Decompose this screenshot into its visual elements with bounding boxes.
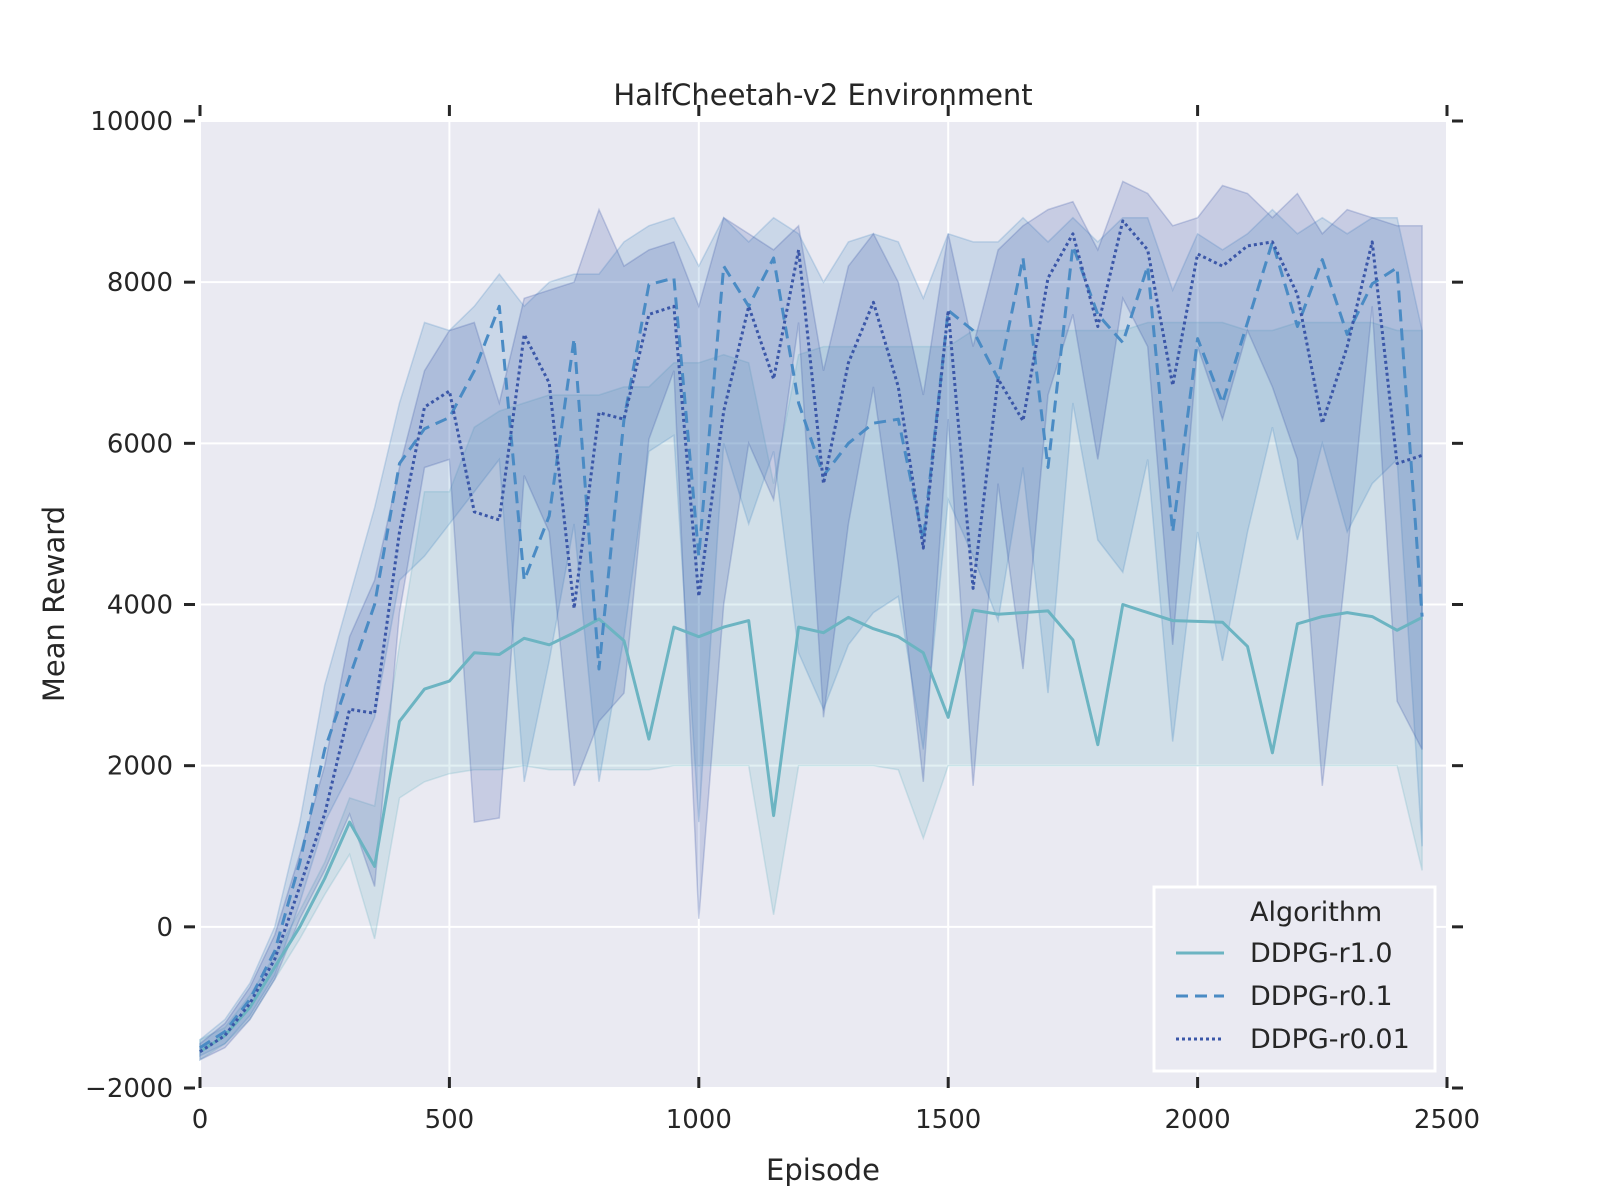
x-tick-label-3: 1500	[915, 1105, 981, 1135]
y-axis-label: Mean Reward	[37, 506, 71, 702]
series-lines	[199, 219, 1424, 1053]
y-tick-label-2: 2000	[107, 752, 173, 782]
y-tick-label-1: 0	[156, 913, 173, 943]
legend-label-DDPG-r0.1: DDPG-r0.1	[1250, 981, 1393, 1012]
band-DDPG-r0.1	[199, 208, 1423, 1057]
legend-entries: DDPG-r1.0 DDPG-r0.1 DDPG-r0.01	[1176, 938, 1410, 1055]
x-tick-label-1: 500	[425, 1105, 475, 1135]
series-line-DDPG-r0.1	[199, 240, 1424, 1049]
band-DDPG-r0.01	[199, 180, 1423, 1061]
x-tick-label-0: 0	[192, 1105, 209, 1135]
x-axis-label: Episode	[766, 1153, 880, 1187]
chart-title: HalfCheetah-v2 Environment	[613, 78, 1032, 112]
legend-title: Algorithm	[1250, 897, 1382, 928]
grid	[199, 120, 1448, 1089]
legend-label-DDPG-r1.0: DDPG-r1.0	[1250, 938, 1393, 969]
x-tick-label-4: 2000	[1165, 1105, 1231, 1135]
confidence-bands	[199, 180, 1423, 1062]
tick-labels: 0 500 1000 1500 2000 2500 −2000 0 2000 4000 6000 80…	[85, 107, 1480, 1135]
axis-ticks	[184, 105, 1463, 1090]
y-tick-label-3: 4000	[107, 591, 173, 621]
x-tick-label-5: 2500	[1414, 1105, 1480, 1135]
series-line-DDPG-r1.0	[199, 603, 1423, 1053]
y-tick-label-6: 10000	[90, 107, 173, 137]
legend-label-DDPG-r0.01: DDPG-r0.01	[1250, 1024, 1410, 1055]
y-tick-label-0: −2000	[85, 1074, 173, 1104]
y-tick-label-5: 8000	[107, 268, 173, 298]
legend: Algorithm DDPG-r1.0 DDPG-r0.1 DDPG-r0.01	[1152, 885, 1437, 1073]
band-DDPG-r1.0	[199, 321, 1423, 1062]
x-tick-label-2: 1000	[666, 1105, 732, 1135]
series-line-DDPG-r0.01	[199, 219, 1423, 1053]
y-tick-label-4: 6000	[107, 429, 173, 459]
